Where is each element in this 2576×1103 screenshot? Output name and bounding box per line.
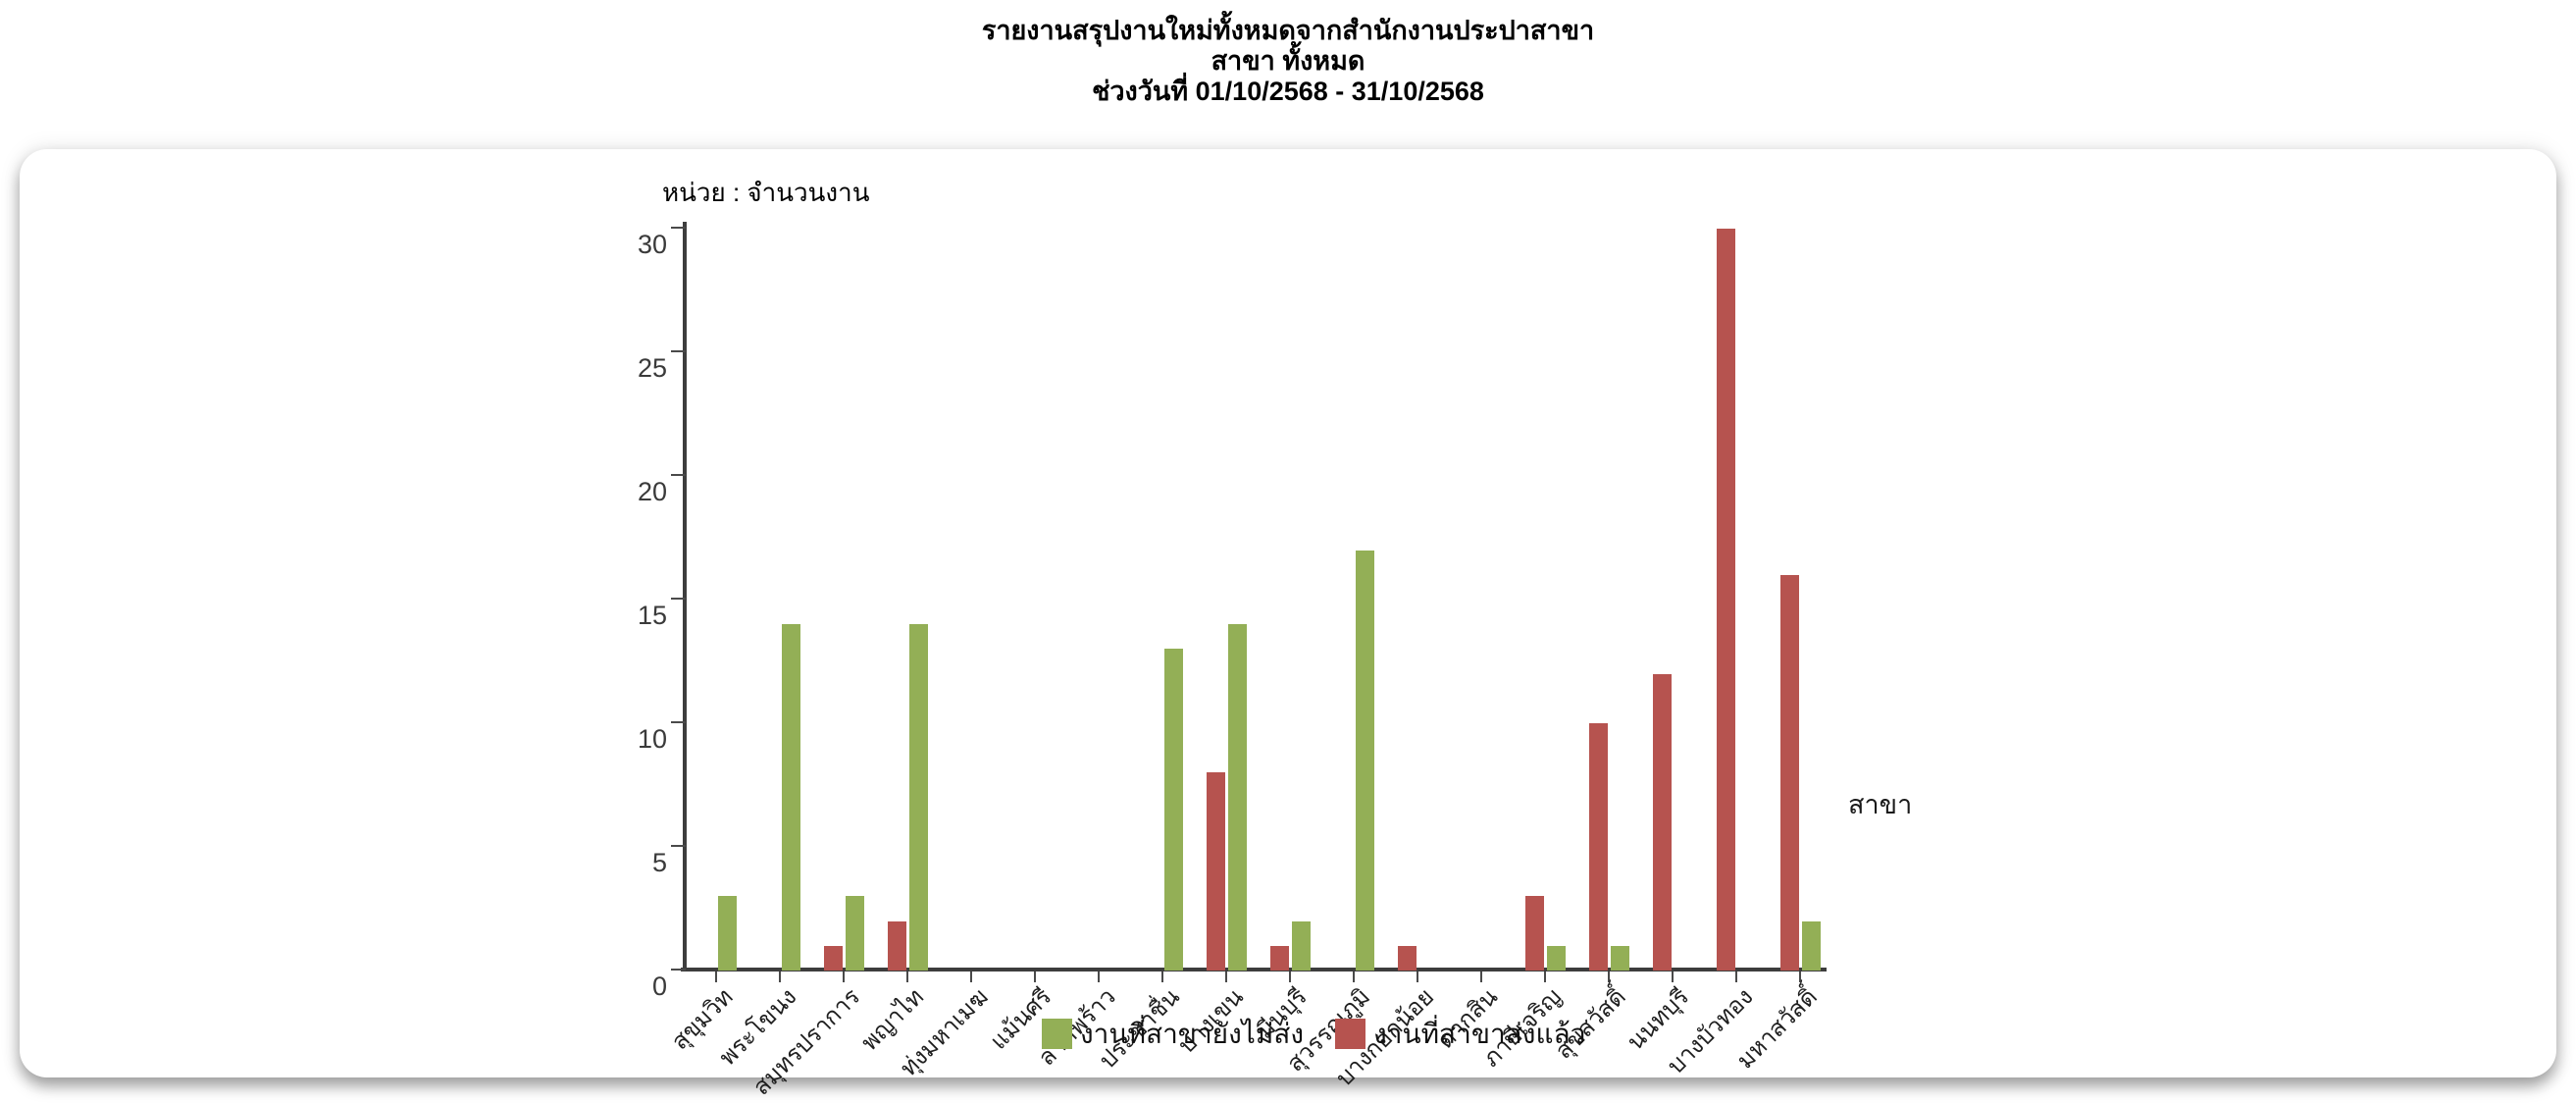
x-axis-tick <box>715 972 717 982</box>
legend-swatch-red <box>1335 1019 1366 1049</box>
bar-sent-red <box>888 920 906 971</box>
x-axis-tick <box>1225 972 1227 982</box>
y-axis-tick <box>671 474 686 476</box>
bar-sent-red <box>1270 945 1289 971</box>
x-axis-tick <box>970 972 972 982</box>
y-axis-tick <box>671 721 686 723</box>
y-axis-unit-label: หน่วย : จำนวนงาน <box>662 178 870 207</box>
chart-legend: งานที่สาขายังไม่ส่ง งานที่สาขาส่งแล้ว <box>1042 1019 1585 1049</box>
y-tick-label: 5 <box>651 848 667 877</box>
y-axis-line <box>683 222 687 972</box>
bar-sent-red <box>1780 574 1799 971</box>
y-tick-label: 0 <box>651 972 667 1001</box>
y-tick-label: 15 <box>637 601 667 630</box>
bar-not-sent-green <box>1164 649 1183 971</box>
bar-sent-red <box>1717 229 1735 971</box>
legend-label-not-sent: งานที่สาขายังไม่ส่ง <box>1080 1019 1305 1049</box>
bar-not-sent-green <box>782 624 800 971</box>
report-title-line2: สาขา ทั้งหมด <box>1211 46 1365 76</box>
x-axis-line <box>681 968 1827 972</box>
bar-not-sent-green <box>1356 550 1374 971</box>
y-axis-tick <box>671 845 686 847</box>
x-axis-tick <box>1161 972 1163 982</box>
y-tick-label: 10 <box>637 724 667 754</box>
bar-sent-red <box>1525 896 1544 971</box>
report-title: รายงานสรุปงานใหม่ทั้งหมดจากสำนักงานประปา… <box>0 16 2576 107</box>
x-axis-title: สาขา <box>1848 790 1913 819</box>
bar-not-sent-green <box>909 624 928 971</box>
bar-not-sent-green <box>1228 624 1247 971</box>
y-axis-tick <box>671 969 686 971</box>
bar-not-sent-green <box>1292 920 1311 971</box>
bar-not-sent-green <box>1802 920 1821 971</box>
bar-sent-red <box>1653 673 1672 971</box>
y-tick-label: 20 <box>637 477 667 506</box>
bar-sent-red <box>1207 772 1225 971</box>
x-axis-tick <box>1799 972 1801 982</box>
x-axis-tick <box>1735 972 1737 982</box>
legend-swatch-green <box>1042 1019 1072 1049</box>
bar-sent-red <box>1589 723 1608 971</box>
bar-not-sent-green <box>846 896 864 971</box>
bar-not-sent-green <box>718 896 737 971</box>
bar-not-sent-green <box>1611 945 1629 971</box>
y-tick-label: 25 <box>637 353 667 383</box>
x-axis-tick <box>1480 972 1482 982</box>
report-title-line1: รายงานสรุปงานใหม่ทั้งหมดจากสำนักงานประปา… <box>981 16 1595 45</box>
y-axis-tick <box>671 227 686 229</box>
x-axis-tick <box>1353 972 1355 982</box>
x-axis-tick <box>779 972 781 982</box>
x-axis-tick <box>1034 972 1036 982</box>
report-panel <box>20 149 2556 1077</box>
x-axis-tick <box>1417 972 1418 982</box>
x-axis-tick <box>1544 972 1546 982</box>
bar-sent-red <box>1398 945 1417 971</box>
bar-sent-red <box>824 945 843 971</box>
report-title-line3: ช่วงวันที่ 01/10/2568 - 31/10/2568 <box>1092 77 1484 106</box>
x-axis-tick <box>1608 972 1610 982</box>
x-axis-tick <box>843 972 845 982</box>
x-axis-tick <box>906 972 908 982</box>
legend-label-sent: งานที่สาขาส่งแล้ว <box>1373 1019 1586 1049</box>
y-axis-tick <box>671 598 686 600</box>
x-axis-tick <box>1672 972 1674 982</box>
bar-not-sent-green <box>1547 945 1566 971</box>
x-axis-tick <box>1098 972 1100 982</box>
y-tick-label: 30 <box>637 230 667 259</box>
y-axis-tick <box>671 350 686 352</box>
x-axis-tick <box>1289 972 1291 982</box>
